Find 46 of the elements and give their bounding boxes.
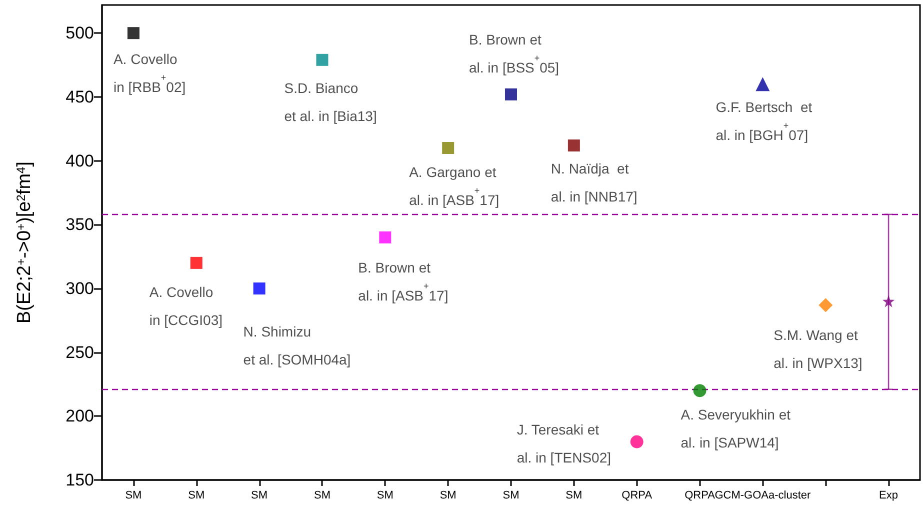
x-tick-label: SM	[125, 490, 142, 502]
x-tick-label: QRPA	[622, 490, 653, 502]
x-tick-label: SM	[566, 490, 582, 502]
point	[127, 27, 140, 40]
point	[568, 139, 580, 152]
text: N. Shimizu et al. [SOMH04a]	[243, 323, 351, 368]
y-tick-label: 150	[66, 470, 94, 490]
x-tick-label: GCM-GOAa-cluster	[714, 490, 811, 502]
series-label: A. Severyukhin et al. in [SAPW14]	[680, 406, 791, 451]
series-label: J. Teresaki et al. in [TENS02]	[516, 422, 611, 466]
x-tick-label: SM	[502, 490, 520, 502]
series-label: N. Naïdja et al. in [NNB17]	[550, 160, 638, 204]
y-tick-label: 350	[66, 215, 94, 234]
x-tick-label: SM	[188, 490, 205, 502]
series-label: A. Covello in [CCGI03]	[149, 284, 223, 328]
y-tick-label: 500	[66, 24, 94, 43]
x-tick-label: SM	[376, 490, 394, 502]
point	[442, 142, 454, 154]
text: G.F. Bertsch et al. in [BGH+07]	[716, 99, 812, 144]
y-tick-label: 400	[66, 151, 94, 170]
point	[379, 231, 392, 244]
y-tick-label: 250	[66, 342, 94, 362]
point	[505, 88, 517, 100]
point	[316, 54, 328, 66]
x-tick-label: SM	[440, 490, 456, 502]
text: B(E2;2+->0+)[e2fm4]	[14, 162, 35, 324]
text: S.D. Bianco et al. in [Bia13]	[284, 80, 377, 124]
text: A. Gargano et al. in [ASB+17]	[409, 164, 500, 208]
point	[630, 435, 644, 448]
y-tick-label: 300	[66, 278, 94, 298]
text: S.M. Wang et al. in [WPX13]	[774, 327, 862, 372]
point	[882, 295, 895, 308]
point	[693, 384, 706, 398]
x-tick-label: SM	[314, 490, 330, 502]
point	[756, 77, 770, 92]
x-tick-label: QRPA	[684, 490, 716, 502]
point	[818, 298, 833, 312]
series-label: A. Covello in [RBB+02]	[113, 51, 186, 96]
x-tick-label: Exp	[879, 490, 898, 502]
y-tick-label: 200	[66, 406, 94, 426]
point	[190, 256, 202, 269]
y-tick-label: 450	[66, 87, 94, 106]
point	[253, 282, 266, 294]
text: B. Brown et al. in [BSS+05]	[469, 31, 560, 76]
x-tick-label: SM	[251, 490, 268, 502]
series-label: B. Brown et al. in [ASB+17]	[358, 259, 448, 304]
